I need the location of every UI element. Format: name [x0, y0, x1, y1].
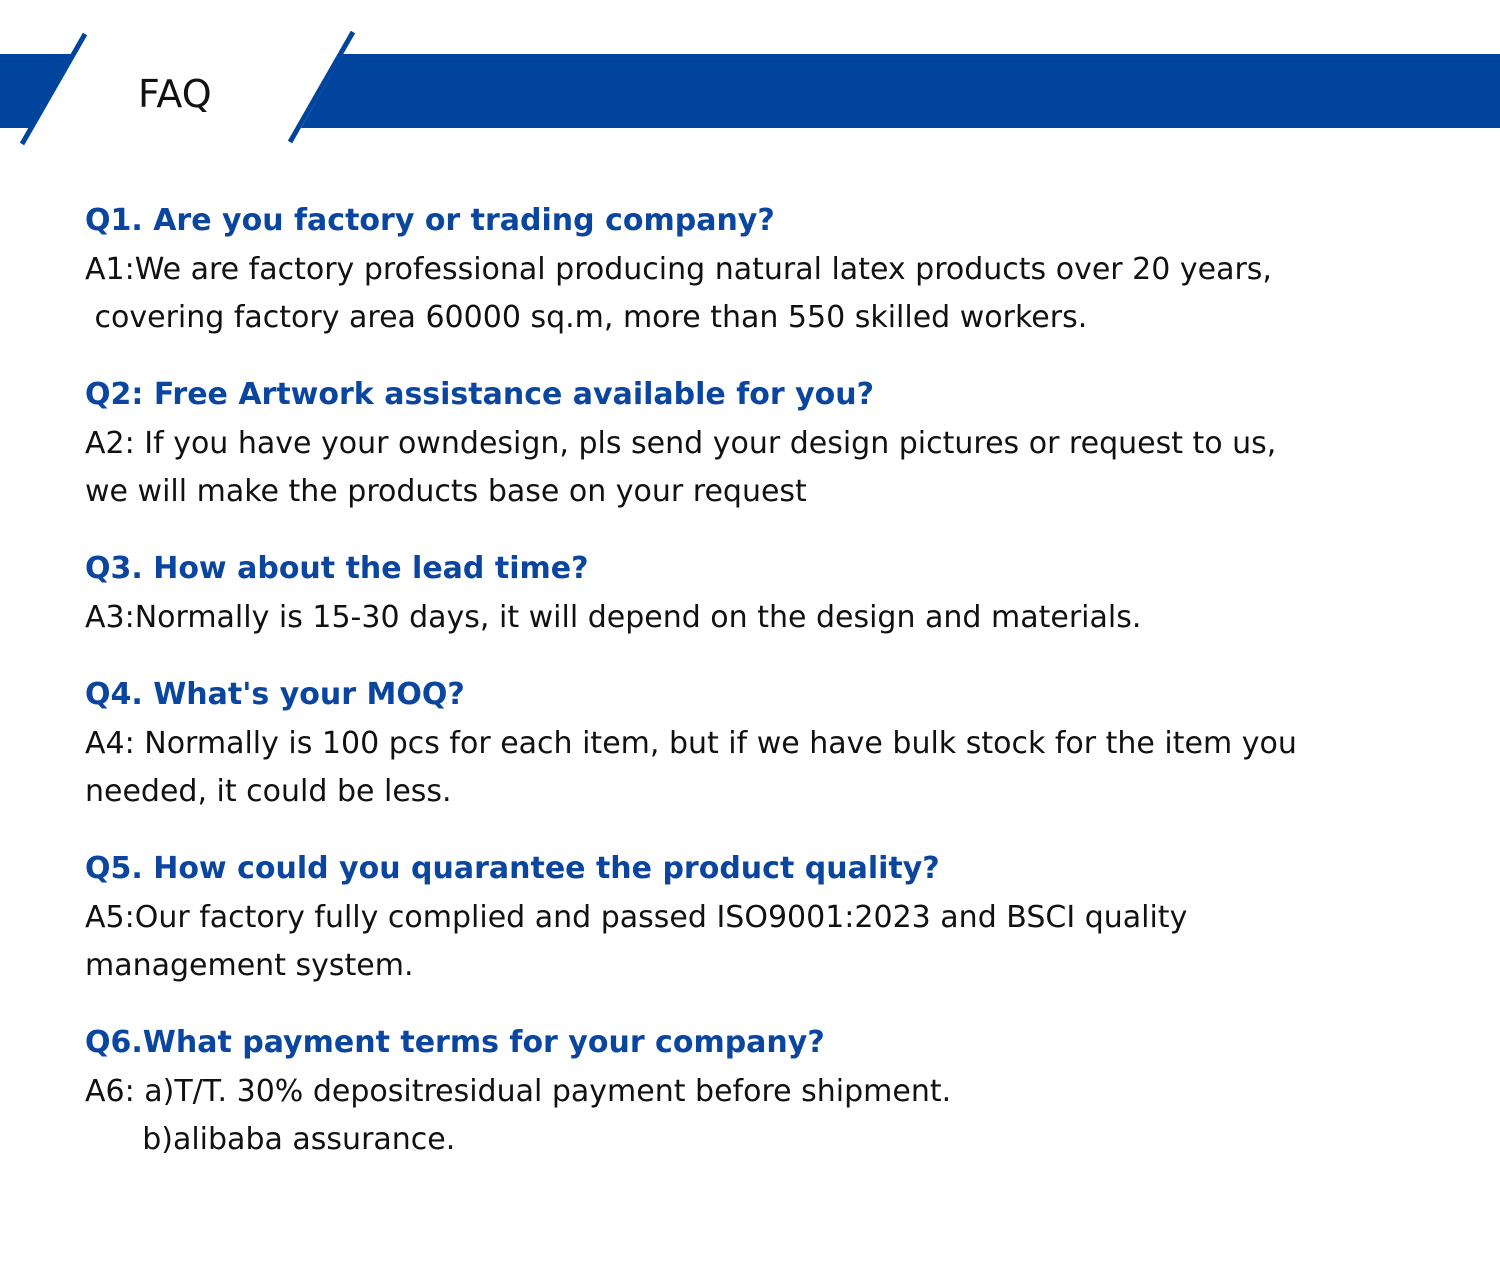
faq-answer-4-line-1: A4: Normally is 100 pcs for each item, b…: [85, 726, 1297, 761]
faq-answer-6-line-2: b)alibaba assurance.: [85, 1122, 456, 1157]
faq-answer-1-line-1: A1:We are factory professional producing…: [85, 252, 1272, 287]
faq-question-4: Q4. What's your MOQ?: [85, 677, 465, 712]
header-banner: [0, 30, 1500, 146]
faq-answer-1-line-2: covering factory area 60000 sq.m, more t…: [85, 300, 1088, 335]
faq-answer-4-line-2: needed, it could be less.: [85, 774, 452, 809]
faq-answer-2-line-1: A2: If you have your owndesign, pls send…: [85, 426, 1277, 461]
faq-answer-5-line-2: management system.: [85, 948, 414, 983]
faq-answer-2-line-2: we will make the products base on your r…: [85, 474, 807, 509]
faq-answer-3-line-1: A3:Normally is 15-30 days, it will depen…: [85, 600, 1142, 635]
faq-answer-5-line-1: A5:Our factory fully complied and passed…: [85, 900, 1188, 935]
banner-right-slash: [287, 30, 356, 144]
faq-question-6: Q6.What payment terms for your company?: [85, 1025, 825, 1060]
faq-question-3: Q3. How about the lead time?: [85, 551, 589, 586]
faq-question-1: Q1. Are you factory or trading company?: [85, 203, 775, 238]
banner-left-slash: [19, 32, 88, 146]
banner-right-shape: [301, 54, 1500, 128]
page-title: FAQ: [138, 72, 212, 116]
faq-question-5: Q5. How could you quarantee the product …: [85, 851, 940, 886]
banner-left-shape: [0, 54, 73, 128]
faq-answer-6-line-1: A6: a)T/T. 30% depositresidual payment b…: [85, 1074, 952, 1109]
faq-question-2: Q2: Free Artwork assistance available fo…: [85, 377, 875, 412]
